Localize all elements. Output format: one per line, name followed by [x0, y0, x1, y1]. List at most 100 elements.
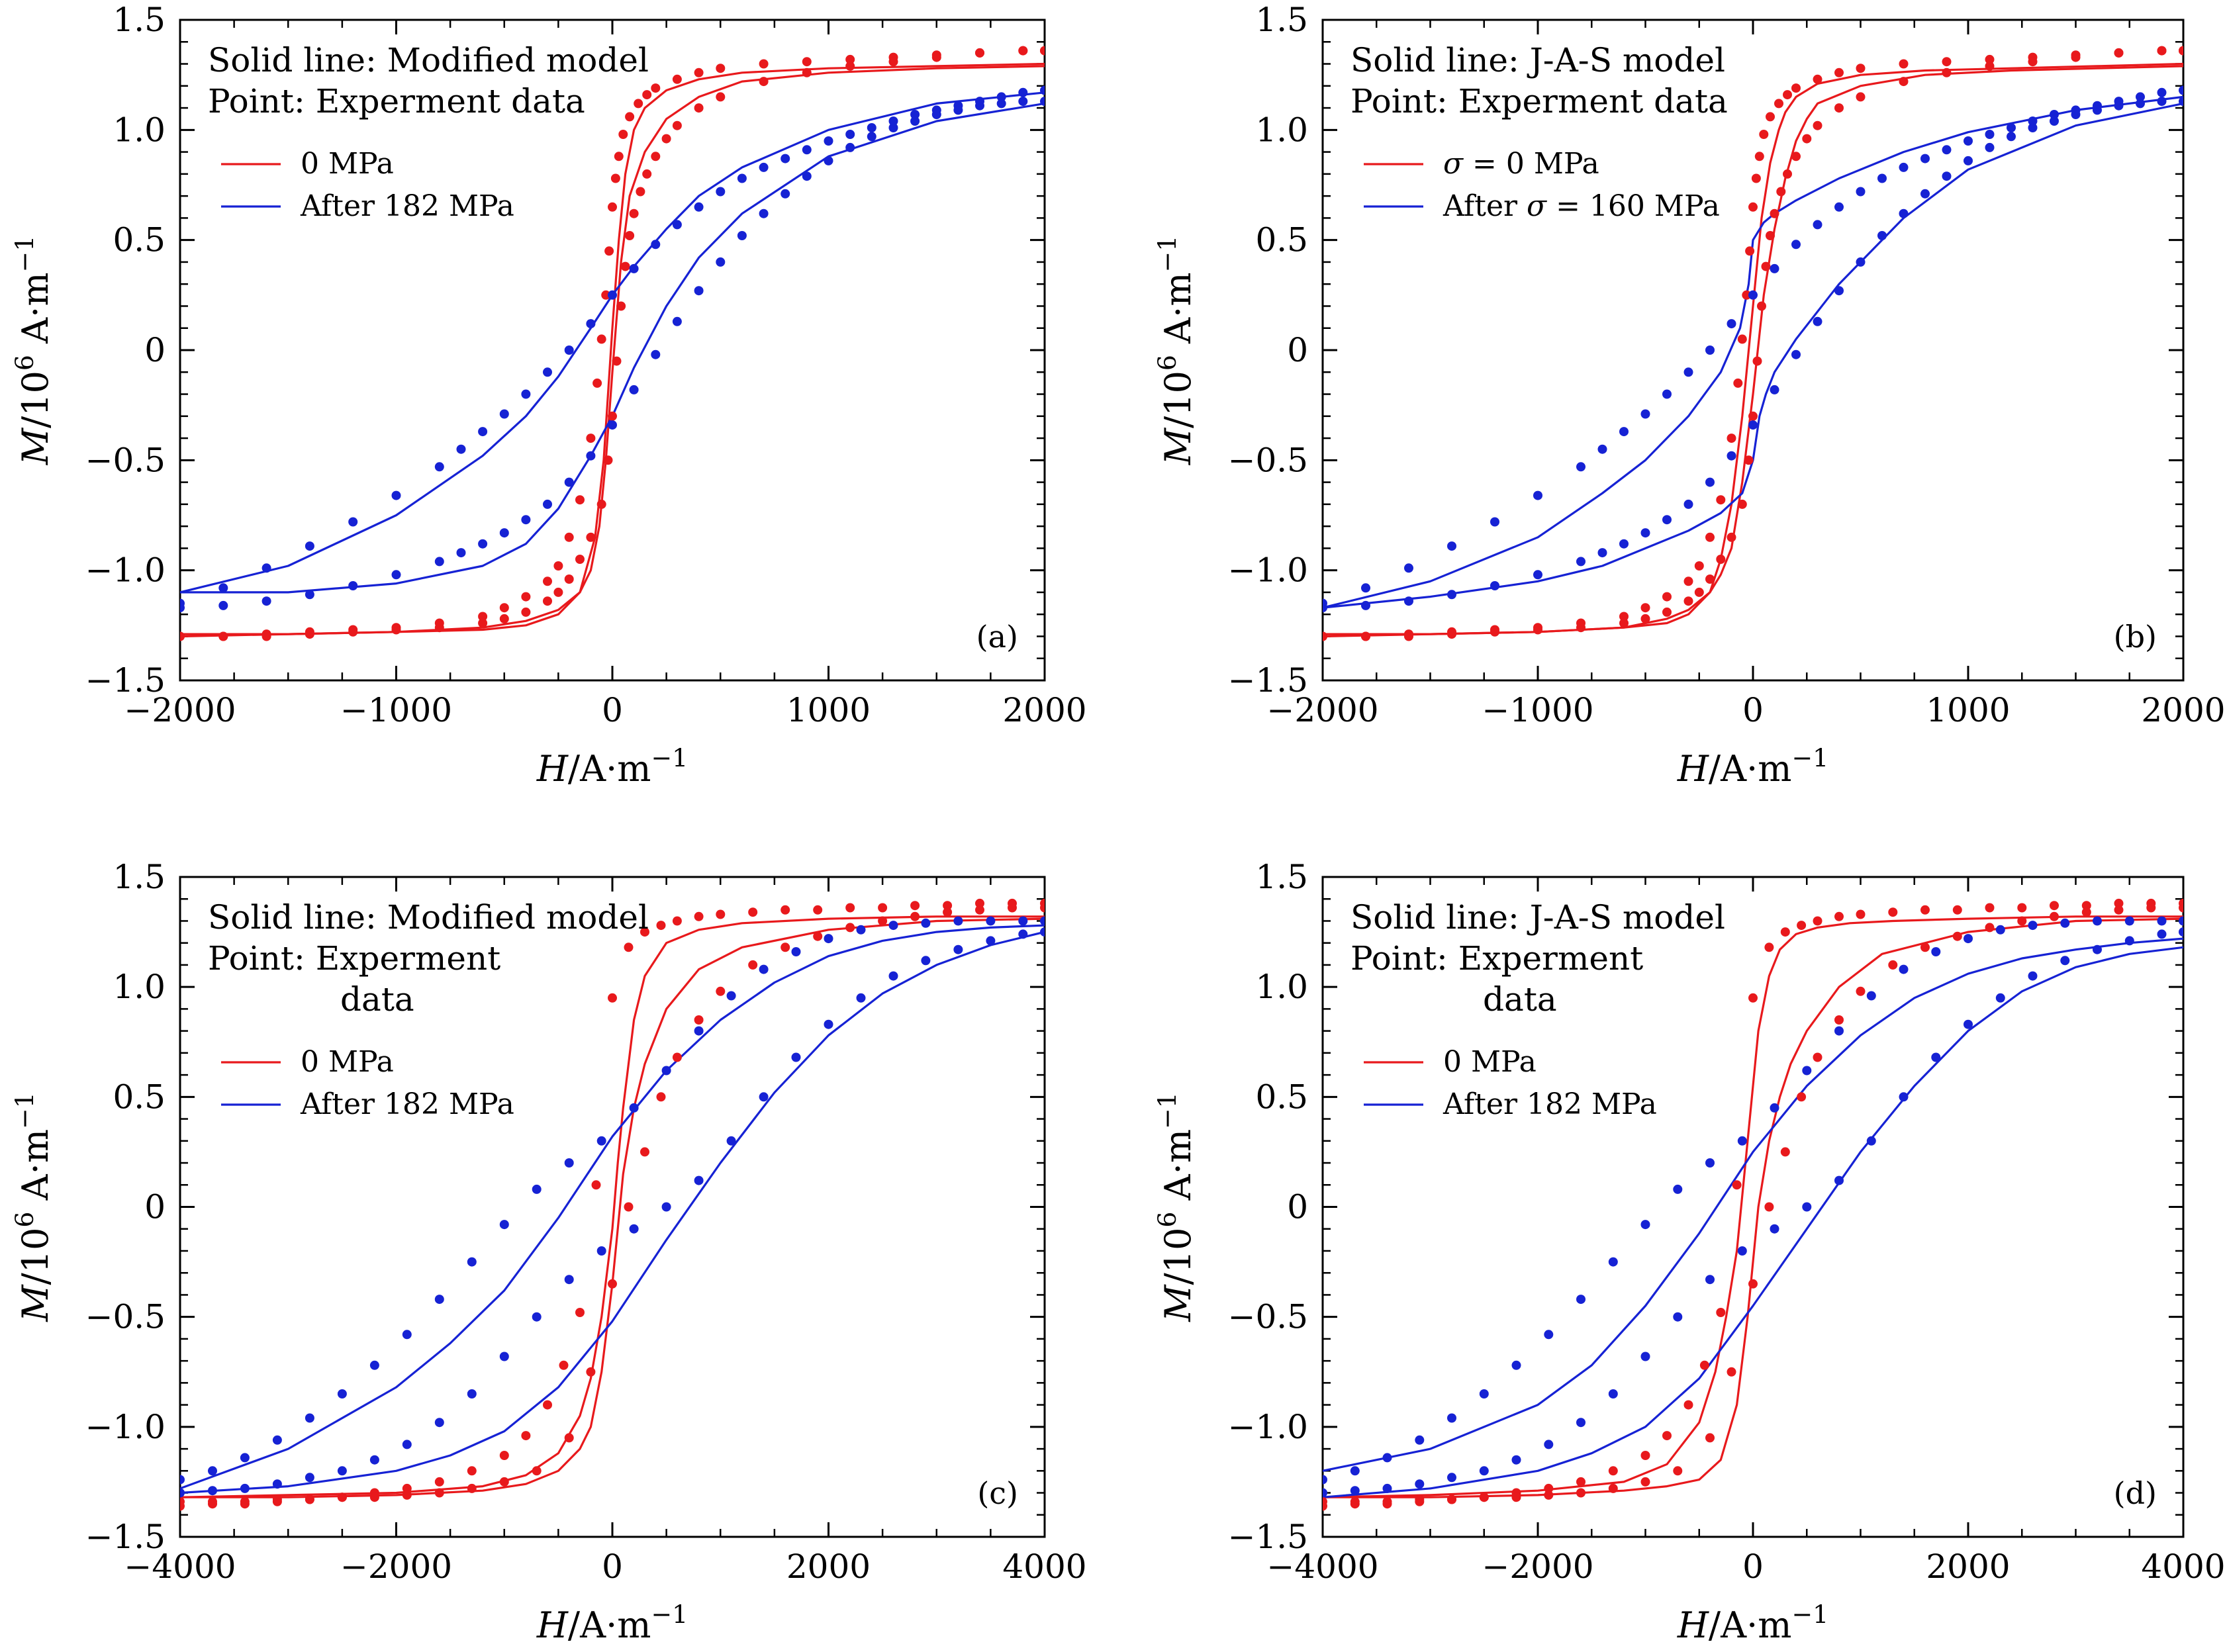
data-point-red: [910, 901, 920, 911]
data-point-red: [1813, 916, 1823, 926]
data-point-blue: [305, 1473, 314, 1483]
data-point-blue: [2060, 918, 2070, 928]
data-point-red: [575, 495, 585, 505]
x-tick-label: 4000: [2141, 1547, 2225, 1586]
data-point-blue: [1640, 409, 1650, 419]
data-point-red: [1737, 334, 1747, 344]
data-point-red: [1834, 103, 1844, 113]
data-point-red: [878, 916, 888, 926]
data-point-blue: [1834, 1026, 1844, 1036]
data-point-blue: [1834, 1175, 1844, 1185]
data-point-blue: [180, 1488, 185, 1498]
data-point-blue: [953, 101, 963, 111]
data-point-red: [2081, 907, 2091, 917]
data-point-blue: [391, 570, 401, 580]
y-tick-label: 1.0: [113, 968, 166, 1006]
data-point-red: [499, 1451, 509, 1460]
data-point-blue: [1995, 925, 2005, 935]
data-point-red: [478, 612, 488, 621]
data-point-blue: [456, 444, 466, 454]
data-point-blue: [2157, 97, 2167, 107]
data-point-blue: [1802, 1202, 1812, 1212]
data-point-blue: [931, 105, 941, 115]
data-point-blue: [456, 548, 466, 558]
x-tick-label: −1000: [340, 691, 452, 729]
data-point-red: [2081, 901, 2091, 911]
y-tick-label: 1.5: [113, 1, 166, 39]
data-point-blue: [337, 1389, 347, 1399]
data-point-red: [1727, 434, 1736, 443]
chart-panel-c: −4000 −2000 0 2000 4000 −1.5 −1.0 −0.5 0 0.5 1.0 1.…: [10, 858, 1087, 1646]
data-point-blue: [1985, 142, 1995, 152]
data-point-red: [553, 561, 563, 571]
data-point-red: [2050, 901, 2059, 911]
data-point-blue: [596, 1246, 606, 1256]
data-point-blue: [402, 1330, 412, 1340]
data-point-blue: [1899, 208, 1909, 218]
data-point-blue: [1490, 581, 1499, 590]
data-point-red: [564, 1433, 574, 1443]
data-point-blue: [2124, 916, 2134, 926]
data-point-blue: [1705, 477, 1715, 487]
data-point-red: [672, 916, 682, 926]
model-curve-red: [180, 915, 1045, 1498]
data-point-red: [434, 1477, 444, 1487]
data-point-red: [1766, 112, 1775, 122]
data-point-red: [1920, 905, 1930, 915]
data-point-red: [261, 631, 271, 641]
data-point-blue: [1683, 499, 1693, 509]
data-point-blue: [2136, 99, 2145, 109]
data-point-red: [651, 152, 661, 161]
data-point-red: [1899, 77, 1909, 87]
data-point-red: [1780, 927, 1790, 937]
data-point-red: [1361, 631, 1370, 641]
data-point-blue: [1447, 541, 1456, 551]
data-point-red: [1985, 54, 1995, 64]
y-tick-label: −1.0: [1228, 1408, 1308, 1446]
data-point-blue: [478, 539, 488, 549]
data-point-red: [2179, 46, 2183, 56]
y-tick-label: 0: [1287, 1188, 1308, 1226]
data-point-blue: [1770, 385, 1779, 394]
data-point-red: [467, 1466, 477, 1476]
data-point-blue: [1404, 596, 1413, 606]
data-point-red: [348, 627, 358, 637]
x-tick-label: −4000: [124, 1547, 236, 1586]
data-point-red: [845, 903, 855, 913]
data-point-red: [813, 905, 823, 915]
data-point-red: [1748, 1279, 1758, 1289]
data-point-red: [716, 909, 726, 919]
data-point-blue: [921, 918, 931, 928]
data-point-blue: [824, 1019, 833, 1029]
data-point-red: [543, 1400, 552, 1410]
data-point-blue: [499, 528, 509, 538]
data-point-red: [1640, 603, 1650, 613]
data-point-red: [1716, 495, 1726, 505]
panel-label: (a): [976, 619, 1018, 655]
panel-label: (b): [2114, 619, 2157, 655]
data-point-blue: [1576, 1418, 1586, 1428]
x-axis-title: H/A·m−1: [1677, 743, 1828, 790]
data-point-red: [1791, 152, 1801, 161]
data-point-blue: [1608, 1389, 1618, 1399]
data-point-blue: [1856, 257, 1866, 267]
data-point-blue: [261, 563, 271, 573]
data-point-blue: [1931, 947, 1941, 956]
data-point-blue: [1791, 349, 1801, 359]
data-point-red: [716, 64, 726, 73]
data-point-red: [1008, 903, 1017, 913]
panel-label: (d): [2114, 1475, 2157, 1511]
data-point-red: [1608, 1466, 1618, 1476]
data-point-red: [2146, 903, 2156, 913]
data-point-blue: [824, 136, 833, 146]
chart-panel-a: −2000 −1000 0 1000 2000 −1.5 −1.0 −0.5 0 0.5 1.0 1.…: [10, 1, 1087, 790]
data-point-blue: [2050, 116, 2059, 126]
data-point-blue: [2060, 956, 2070, 966]
x-tick-label: −2000: [340, 1547, 452, 1586]
data-point-blue: [661, 1202, 671, 1212]
data-point-blue: [1040, 927, 1045, 937]
data-point-red: [1716, 1308, 1726, 1317]
data-point-red: [1834, 911, 1844, 921]
data-point-blue: [564, 1275, 574, 1285]
data-point-blue: [240, 1453, 250, 1463]
